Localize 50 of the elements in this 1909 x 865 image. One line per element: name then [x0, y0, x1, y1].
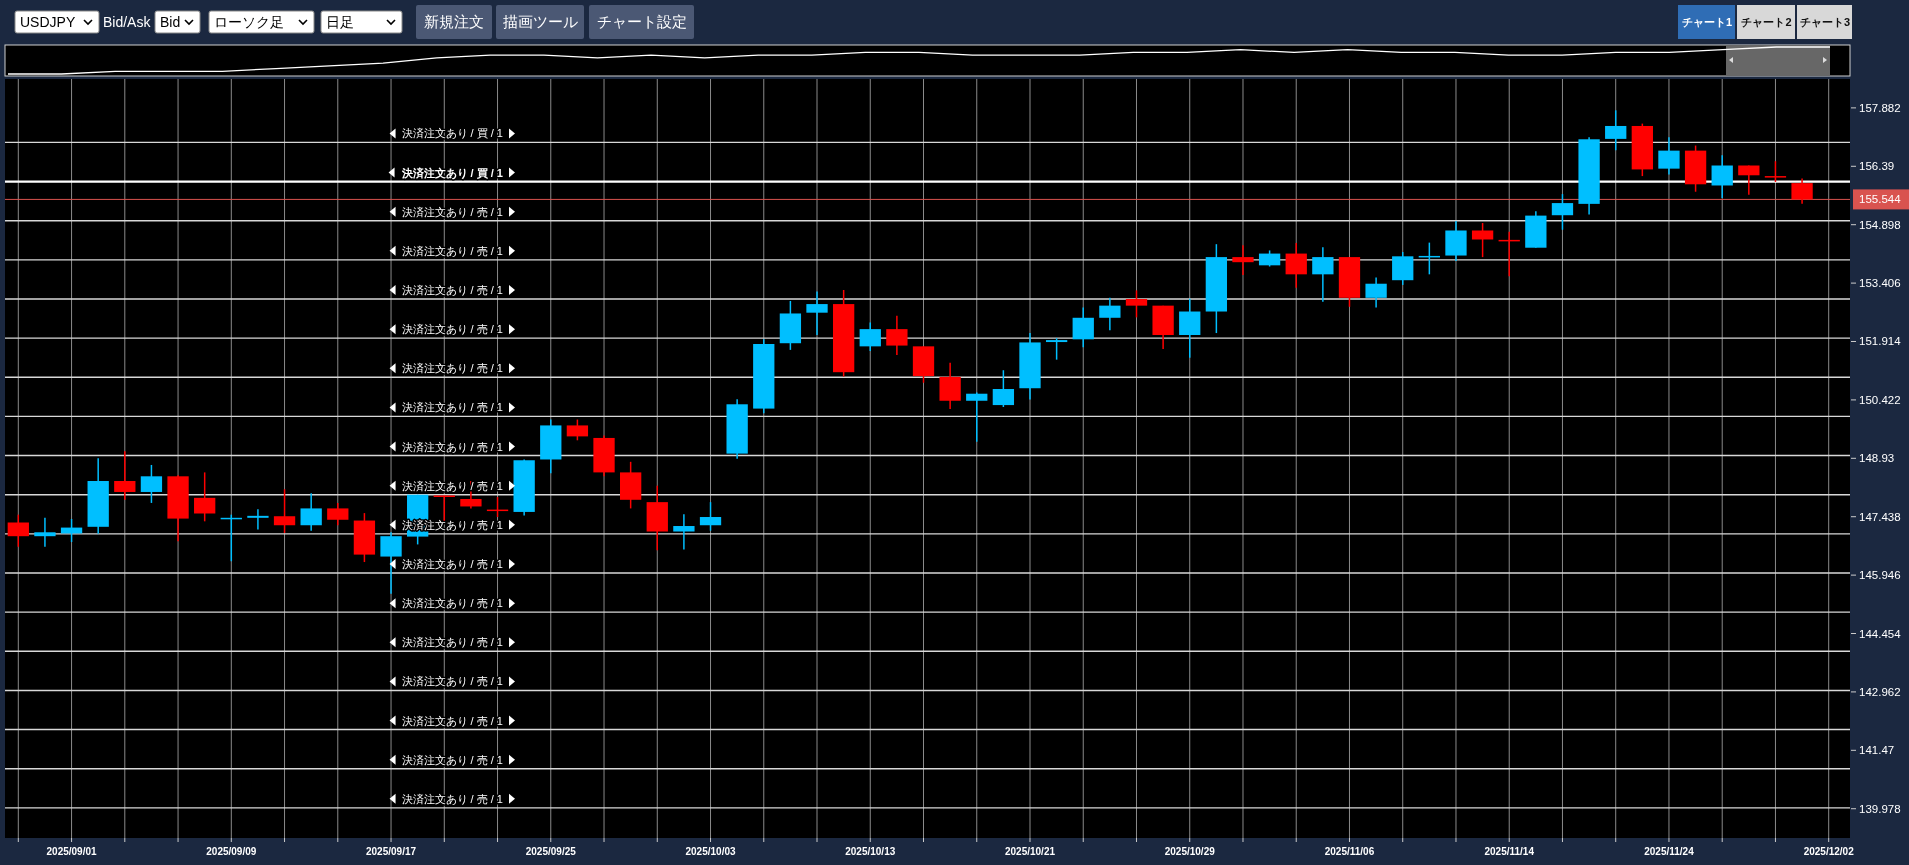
order-label: 決済注文あり / 売 / 1 [401, 753, 503, 766]
x-tick-label: 2025/11/14 [1484, 846, 1535, 857]
y-tick-label: 148.93 [1859, 452, 1895, 465]
ref-line-label: 155.544 [1859, 193, 1902, 206]
tab: チャート1 [1678, 5, 1735, 39]
order-label: 決済注文あり / 売 / 1 [401, 636, 503, 649]
tab: チャート2 [1737, 5, 1795, 39]
y-tick-label: 157.882 [1859, 101, 1901, 114]
order-label: 決済注文あり / 売 / 1 [401, 440, 503, 453]
y-tick-label: 151.914 [1859, 335, 1902, 348]
y-tick-label: 145.946 [1859, 569, 1901, 582]
order-label: 決済注文あり / 売 / 1 [401, 323, 503, 336]
button: 新規注文 [416, 5, 492, 39]
order-label: 決済注文あり / 売 / 1 [401, 479, 503, 492]
button: チャート設定 [589, 5, 694, 39]
order-label: 決済注文あり / 買 / 1 [401, 127, 503, 140]
order-label: 決済注文あり / 売 / 1 [401, 597, 503, 610]
y-tick-label: 156.39 [1859, 160, 1895, 173]
order-label: 決済注文あり / 売 / 1 [401, 284, 503, 296]
x-tick-label: 2025/10/13 [845, 846, 896, 857]
x-tick-label: 2025/09/25 [525, 846, 577, 857]
y-tick-label: 150.422 [1859, 393, 1901, 406]
toolbar: USDJPY Bid/Ask Bid ローソク足 日足 新規注文 描画ツール チャート設定 チャート1 チャート2 チャート3 [14, 5, 1852, 39]
y-tick-label: 154.898 [1859, 218, 1901, 231]
order-label: 決済注文あり / 売 / 1 [401, 558, 503, 570]
order-label: 決済注文あり / 売 / 1 [401, 714, 503, 727]
order-label: 決済注文あり / 売 / 1 [401, 362, 503, 375]
x-tick-label: 2025/10/21 [1004, 846, 1056, 857]
y-tick-label: 147.438 [1859, 510, 1901, 523]
order-label: 決済注文あり / 売 / 1 [401, 244, 503, 257]
order-label: 決済注文あり / 売 / 1 [401, 401, 503, 414]
x-tick-label: 2025/11/06 [1324, 846, 1375, 857]
order-label: 決済注文あり / 買 / 1 [401, 166, 503, 179]
x-tick-label: 2025/09/01 [46, 846, 98, 857]
x-tick-label: 2025/09/17 [366, 846, 417, 857]
tab: チャート3 [1797, 5, 1852, 39]
y-tick-label: 139.978 [1859, 802, 1901, 815]
x-tick-label: 2025/10/29 [1164, 846, 1216, 857]
x-tick-label: 2025/12/02 [1803, 846, 1855, 857]
x-tick-label: 2025/10/03 [685, 846, 736, 857]
order-label: 決済注文あり / 売 / 1 [401, 205, 503, 218]
button: 描画ツール [496, 5, 584, 39]
y-tick-label: 153.406 [1859, 277, 1901, 290]
order-label: 決済注文あり / 売 / 1 [401, 675, 503, 688]
y-tick-label: 144.454 [1859, 627, 1902, 640]
y-tick-label: 141.47 [1859, 744, 1895, 757]
x-tick-label: 2025/11/24 [1644, 846, 1695, 857]
x-tick-label: 2025/09/09 [206, 846, 257, 857]
y-tick-label: 142.962 [1859, 685, 1901, 698]
order-label: 決済注文あり / 売 / 1 [401, 792, 503, 805]
